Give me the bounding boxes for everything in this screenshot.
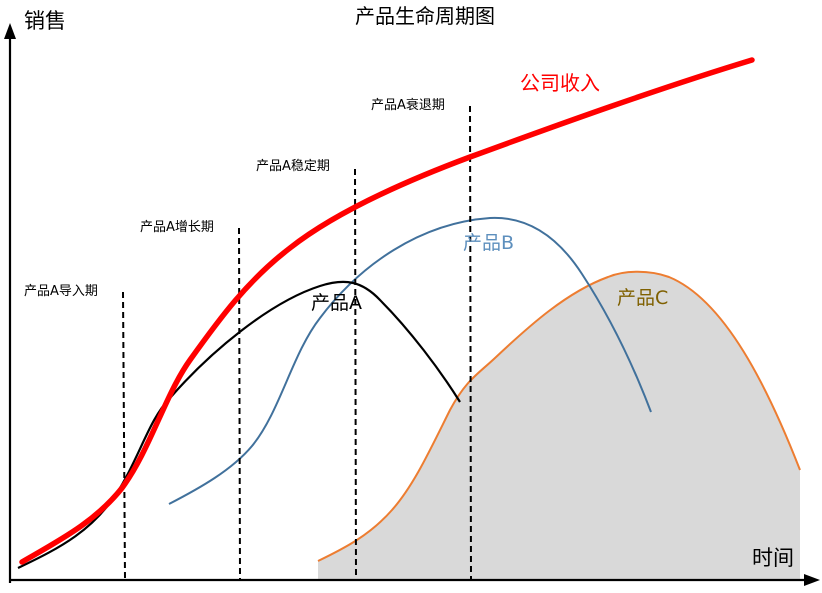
phase-label-intro: 产品A导入期 (24, 284, 98, 299)
phase-divider-intro (122, 291, 126, 580)
product-c-area (318, 271, 800, 581)
phase-label-mature: 产品A稳定期 (256, 159, 330, 174)
phase-label-decline: 产品A衰退期 (371, 98, 445, 113)
product-c-label: 产品C (617, 287, 669, 309)
product-c-curve (317, 270, 801, 562)
revenue-curve (19, 57, 755, 565)
diagram-title: 产品生命周期图 (355, 4, 495, 28)
phase-divider-mature (354, 168, 357, 580)
revenue-label: 公司收入 (520, 71, 600, 95)
product-a-label: 产品A (311, 292, 362, 314)
phase-label-growth: 产品A增长期 (140, 220, 214, 235)
product-b-label: 产品B (463, 232, 515, 254)
y-axis-label: 销售 (24, 9, 66, 33)
phase-divider-growth (238, 227, 241, 580)
x-axis-arrowhead (804, 574, 820, 586)
phase-divider-decline (469, 105, 472, 580)
y-axis-arrowhead (4, 23, 16, 39)
x-axis-label: 时间 (752, 546, 794, 570)
product-b-curve (168, 216, 652, 505)
